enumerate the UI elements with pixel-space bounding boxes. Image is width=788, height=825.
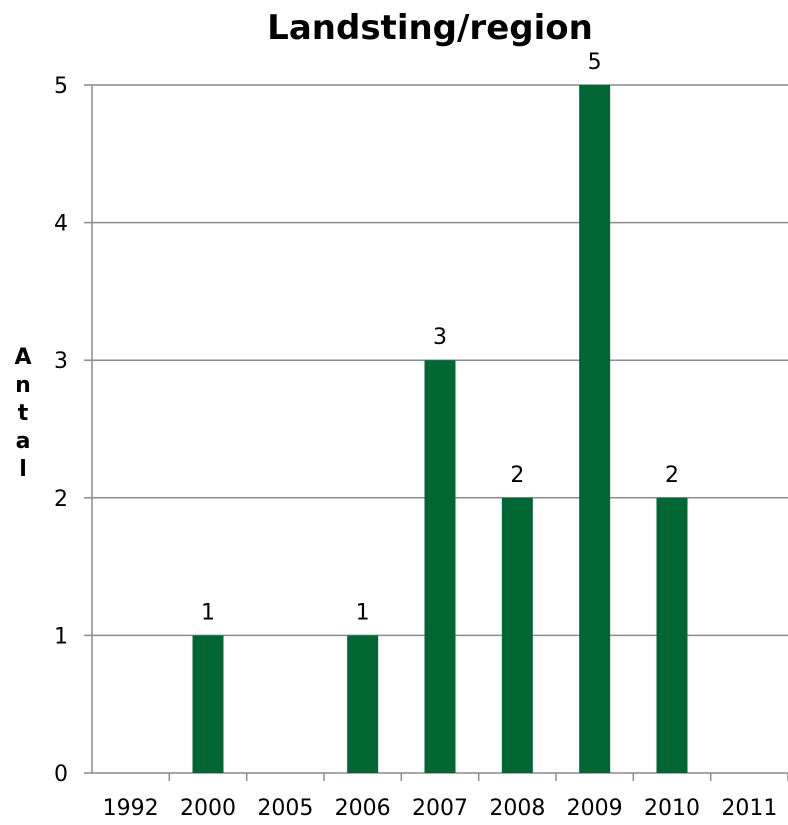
bar — [501, 497, 533, 773]
y-tick-label: 2 — [54, 487, 68, 512]
x-tick-label: 2008 — [489, 796, 545, 820]
bar — [347, 635, 379, 773]
x-tick-label: 2005 — [257, 796, 313, 820]
y-tick-label: 0 — [54, 762, 68, 787]
x-tick-label: 2007 — [412, 796, 468, 820]
y-tick-label: 4 — [54, 212, 68, 237]
data-label: 1 — [201, 600, 215, 625]
data-label: 5 — [588, 50, 602, 75]
x-tick-label: 2009 — [567, 796, 623, 820]
bar — [424, 360, 456, 773]
x-tick-label: 2011 — [721, 796, 777, 820]
data-label: 2 — [510, 463, 524, 488]
data-label: 2 — [665, 463, 679, 488]
bar — [192, 635, 224, 773]
chart-title: Landsting/region — [267, 8, 593, 48]
bar — [656, 497, 688, 773]
bar — [579, 85, 611, 773]
x-tick-label: 2006 — [335, 796, 391, 820]
data-label: 3 — [433, 325, 447, 350]
y-tick-label: 1 — [54, 624, 68, 649]
x-tick-label: 2000 — [180, 796, 236, 820]
data-label: 1 — [356, 600, 370, 625]
x-tick-label: 1992 — [103, 796, 159, 820]
y-tick-label: 3 — [54, 349, 68, 374]
y-tick-label: 5 — [54, 74, 68, 99]
x-tick-label: 2010 — [644, 796, 700, 820]
